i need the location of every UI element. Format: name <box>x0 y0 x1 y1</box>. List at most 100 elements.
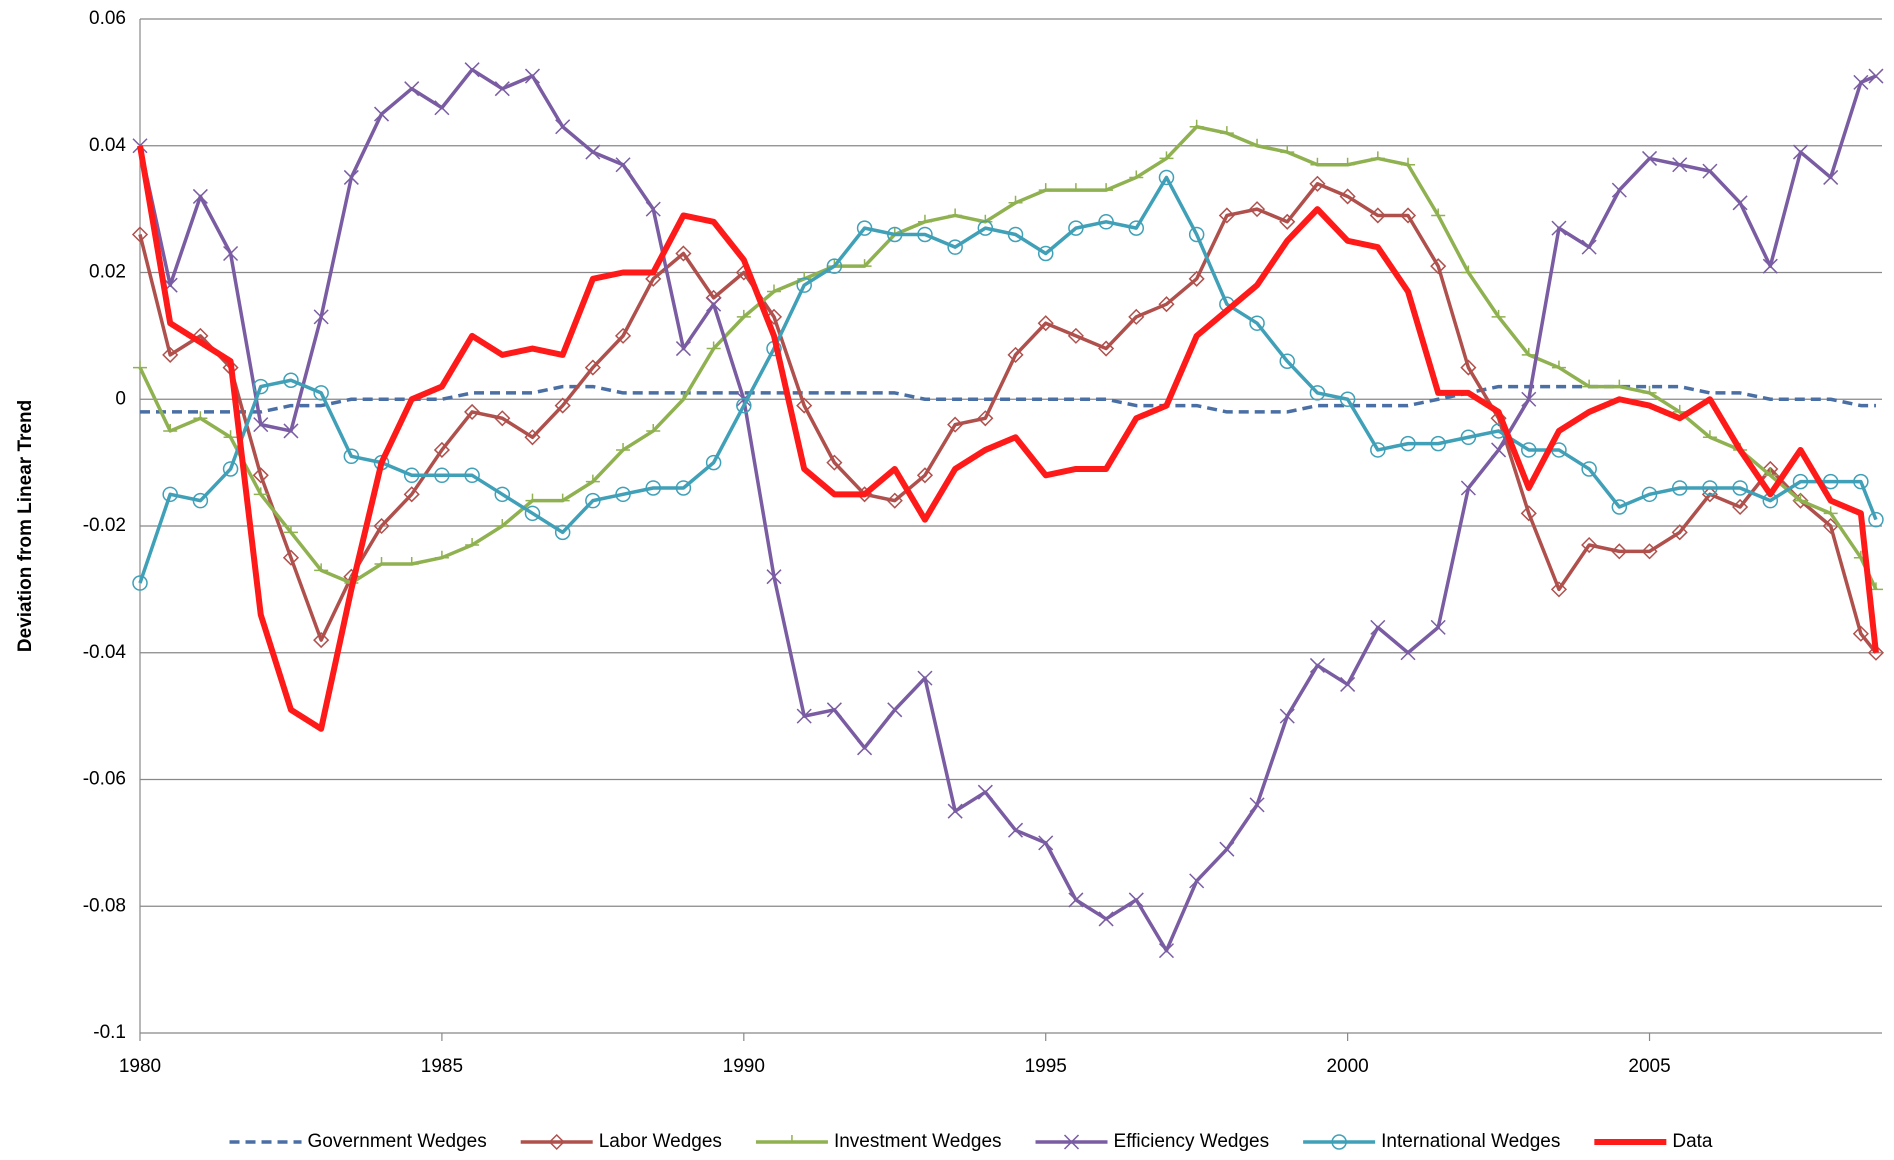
y-tick-label: 0.06 <box>89 8 126 29</box>
marker <box>1491 309 1506 318</box>
marker <box>1792 473 1809 490</box>
legend-item: International Wedges <box>1303 1131 1560 1152</box>
marker <box>1068 183 1083 191</box>
marker <box>1702 480 1718 496</box>
marker <box>1762 258 1778 274</box>
marker <box>1038 183 1053 191</box>
marker <box>585 492 601 509</box>
marker <box>675 341 691 357</box>
marker <box>796 708 812 724</box>
marker <box>1641 543 1658 560</box>
marker <box>1672 157 1688 173</box>
marker <box>826 454 843 471</box>
marker <box>434 467 450 484</box>
marker <box>1129 170 1144 179</box>
marker <box>223 245 239 262</box>
marker <box>1188 270 1205 287</box>
marker <box>796 397 813 414</box>
y-tick-label: -0.1 <box>93 1022 126 1043</box>
marker <box>826 702 842 718</box>
marker <box>434 550 449 559</box>
marker <box>223 430 238 439</box>
marker <box>313 385 329 401</box>
marker <box>736 309 751 318</box>
legend-label: International Wedges <box>1381 1131 1560 1152</box>
marker <box>766 569 782 585</box>
marker <box>826 258 843 274</box>
x-tick-label: 2005 <box>1628 1056 1670 1077</box>
marker <box>645 270 662 287</box>
marker <box>1581 536 1598 554</box>
marker <box>1823 506 1838 515</box>
marker <box>1098 340 1115 357</box>
marker <box>1867 644 1885 661</box>
series-line <box>137 145 1879 732</box>
marker <box>1248 201 1266 218</box>
marker <box>1822 473 1839 490</box>
marker <box>282 549 300 566</box>
marker <box>1702 430 1717 439</box>
marker <box>1521 391 1537 407</box>
marker <box>1611 499 1628 515</box>
marker <box>947 239 963 255</box>
marker <box>706 296 722 312</box>
marker <box>1007 346 1024 363</box>
marker <box>765 308 783 325</box>
marker <box>584 359 601 376</box>
marker <box>373 106 390 122</box>
marker <box>1038 835 1054 851</box>
marker <box>1340 676 1356 692</box>
y-axis-label: Deviation from Linear Trend <box>15 400 36 652</box>
marker <box>1219 126 1234 134</box>
marker <box>548 1133 565 1151</box>
marker <box>1868 511 1884 528</box>
marker <box>1400 645 1416 661</box>
marker <box>494 486 511 503</box>
marker <box>1671 480 1688 496</box>
marker <box>676 392 691 400</box>
marker <box>131 226 149 243</box>
marker <box>1611 543 1628 560</box>
marker <box>1551 360 1566 369</box>
marker <box>1037 245 1054 262</box>
legend-label: Labor Wedges <box>599 1131 722 1152</box>
marker <box>947 416 964 433</box>
marker <box>1309 175 1326 192</box>
marker <box>917 670 933 686</box>
marker <box>784 1135 799 1143</box>
marker <box>1370 442 1386 458</box>
x-tick-label: 1990 <box>723 1056 765 1077</box>
marker <box>1309 385 1326 401</box>
marker <box>1128 220 1145 236</box>
marker <box>1399 207 1417 224</box>
marker <box>1249 315 1265 331</box>
marker <box>977 410 994 427</box>
marker <box>524 505 541 522</box>
marker <box>1401 157 1416 166</box>
marker <box>645 480 661 496</box>
marker <box>1430 258 1447 275</box>
marker <box>1309 657 1325 673</box>
marker <box>1008 195 1023 204</box>
y-tick-label: -0.02 <box>83 515 126 536</box>
marker <box>1491 442 1507 458</box>
marker <box>495 519 510 527</box>
marker <box>1037 315 1054 332</box>
marker <box>253 487 268 496</box>
marker <box>193 411 208 420</box>
marker <box>675 245 692 262</box>
marker <box>1068 892 1084 908</box>
marker <box>1430 619 1446 635</box>
marker <box>1853 74 1869 90</box>
marker <box>162 346 179 363</box>
marker <box>1641 486 1658 503</box>
marker <box>252 467 269 484</box>
marker <box>615 486 631 503</box>
marker <box>614 327 632 344</box>
marker <box>1550 581 1568 598</box>
y-tick-label: -0.08 <box>83 895 126 916</box>
marker <box>1250 138 1265 147</box>
marker <box>1189 873 1205 889</box>
legend-label: Efficiency Wedges <box>1114 1131 1270 1152</box>
marker <box>343 169 359 185</box>
